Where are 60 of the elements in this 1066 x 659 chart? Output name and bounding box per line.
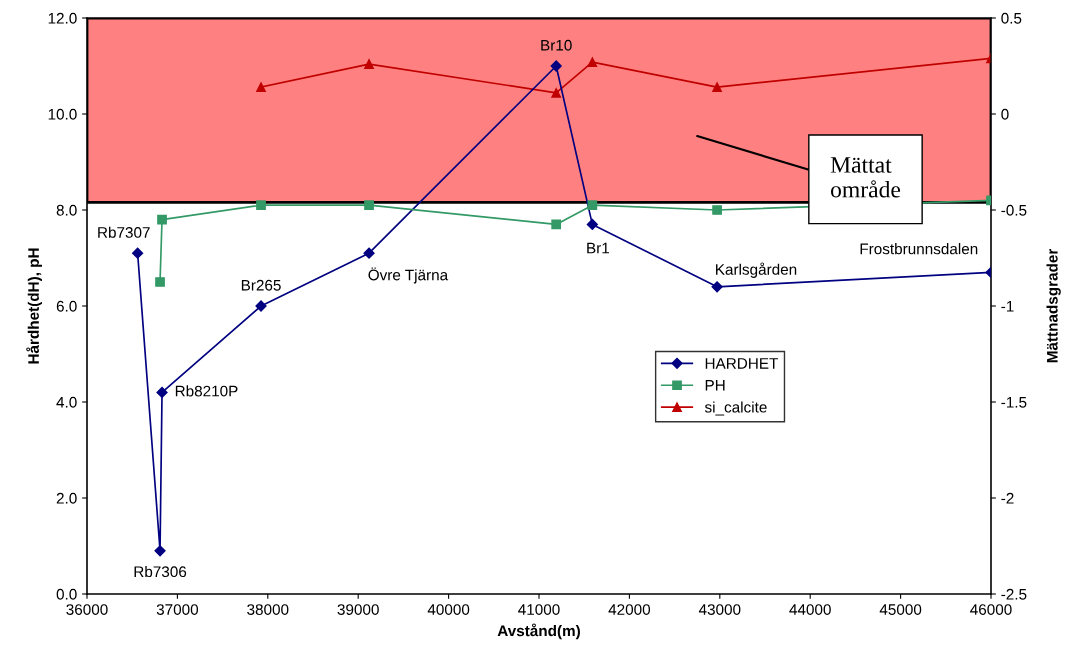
point (551, 219, 562, 230)
point (551, 88, 562, 98)
annotation: Rb7306 (134, 565, 187, 578)
point (157, 214, 167, 225)
x-tick-label: 41000 (518, 604, 560, 615)
point (155, 277, 165, 287)
point (711, 281, 723, 293)
y-tick-label: 8.0 (56, 204, 77, 216)
x-tick-label: 36000 (66, 604, 108, 615)
y-tick-label: 6.0 (56, 300, 77, 312)
y-tick-label: 4.0 (56, 396, 77, 408)
x-tick-label: 43000 (698, 604, 741, 615)
x-tick-label: 38000 (247, 604, 289, 615)
point (712, 82, 722, 92)
x-axis-title: Avstånd(m) (497, 623, 580, 640)
y2-tick-label: -2.5 (1001, 588, 1027, 600)
y-tick-label: 10.0 (48, 108, 77, 120)
annotation: Br265 (241, 279, 281, 291)
x-tick-label: 46000 (970, 604, 1012, 615)
annotation: Karlsgården (716, 262, 797, 278)
y2-tick-label: -1 (1001, 301, 1014, 312)
x-tick-label: 45000 (879, 604, 922, 615)
annotation: Br10 (541, 39, 572, 51)
y2-axis-title: Mättnadsgrader (1046, 248, 1061, 363)
y-tick-label: 0.0 (56, 588, 77, 600)
y-axis-title: Hårdhet(dH), pH (26, 248, 42, 364)
point (154, 545, 166, 557)
point (364, 200, 374, 211)
y2-tick-label: 0.5 (1001, 12, 1022, 24)
legend-label: HARDHET (705, 358, 779, 369)
point (587, 57, 598, 68)
y2-tick-label: -1.5 (1001, 397, 1027, 408)
point (256, 200, 266, 211)
point (587, 200, 598, 211)
point (156, 386, 168, 399)
legend-label: si_calcite (704, 401, 767, 416)
annotation: Br1 (587, 242, 610, 254)
x-tick-label: 42000 (608, 604, 651, 615)
point (132, 247, 144, 259)
x-tick-label: 44000 (789, 604, 831, 615)
x-tick-label: 40000 (427, 604, 470, 615)
legend-label: PH (705, 380, 725, 391)
point (256, 82, 266, 92)
y2-tick-label: 0 (1001, 108, 1009, 120)
y2-tick-label: -0.5 (1001, 204, 1027, 216)
y2-tick-label: -2 (1001, 492, 1014, 504)
point (364, 59, 374, 69)
x-tick-label: 37000 (156, 604, 199, 615)
point (550, 60, 562, 72)
annotation: Rb7307 (98, 226, 150, 238)
x-tick-label: 39000 (337, 604, 379, 615)
point (712, 205, 722, 215)
annotation: Frostbrunnsdalen (860, 243, 978, 255)
y-tick-label: 12.0 (48, 12, 77, 24)
annotation: Rb8210P (175, 385, 238, 397)
annotation: Övre Tjärna (368, 267, 449, 284)
y-tick-label: 2.0 (56, 492, 77, 504)
point (363, 247, 375, 259)
point (586, 218, 598, 231)
annotation: Mättat område (830, 157, 901, 198)
